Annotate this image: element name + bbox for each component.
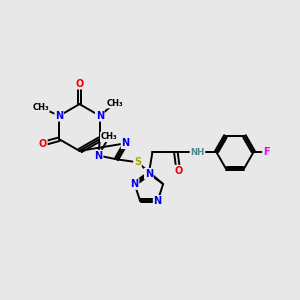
Text: N: N bbox=[122, 138, 130, 148]
Text: O: O bbox=[174, 166, 182, 176]
Text: CH₃: CH₃ bbox=[106, 99, 123, 108]
Text: N: N bbox=[154, 196, 162, 206]
Text: CH₃: CH₃ bbox=[101, 133, 117, 142]
Text: NH: NH bbox=[190, 148, 205, 157]
Text: N: N bbox=[55, 111, 63, 121]
Text: O: O bbox=[39, 139, 47, 149]
Text: N: N bbox=[94, 151, 103, 160]
Text: CH₃: CH₃ bbox=[32, 103, 49, 112]
Text: S: S bbox=[134, 157, 141, 167]
Text: F: F bbox=[263, 147, 269, 157]
Text: N: N bbox=[145, 169, 153, 179]
Text: N: N bbox=[130, 179, 139, 189]
Text: O: O bbox=[75, 79, 84, 89]
Text: N: N bbox=[96, 111, 104, 121]
